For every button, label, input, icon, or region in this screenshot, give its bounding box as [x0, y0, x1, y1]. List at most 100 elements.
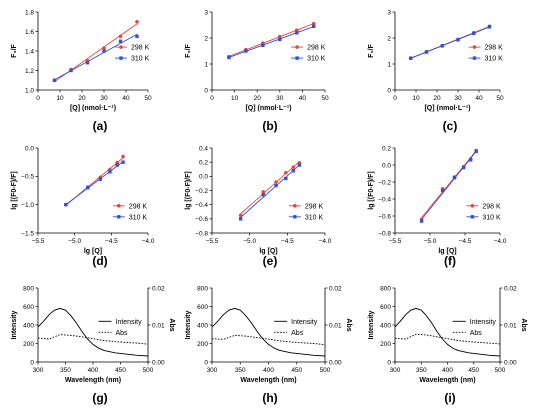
x-tick-label: −4.0 [319, 238, 332, 245]
x-axis-title: Wavelength (nm) [419, 377, 475, 384]
y-tick-label: 200 [197, 341, 208, 348]
x-tick-label: 400 [263, 367, 274, 374]
y-tick-label: 2 [204, 35, 208, 42]
x-tick-label: 10 [231, 95, 239, 102]
legend-label: 310 K [305, 214, 324, 221]
data-point-series-2 [261, 43, 265, 47]
data-point-series-2 [440, 44, 444, 48]
panel-label: (a) [93, 119, 108, 133]
y2-tick-label: 0.02 [152, 285, 165, 292]
x-tick-label: 500 [143, 367, 154, 374]
y-tick-label: −1.5 [21, 230, 34, 237]
legend-marker [472, 45, 477, 49]
x-tick-label: −5.5 [32, 238, 45, 245]
y-tick-label: 0 [204, 87, 208, 94]
y-tick-label: 200 [23, 341, 34, 348]
legend-marker [293, 215, 297, 219]
fit-line-series-1 [228, 23, 314, 57]
legend-marker [119, 56, 123, 60]
chart-panel-9: 300 350 400 450 500 0 200 400 600 800 0.00 0.01 0.02… [368, 285, 527, 405]
x-tick-label: 20 [433, 95, 441, 102]
y2-tick-label: 0.02 [504, 285, 517, 292]
legend-marker [119, 45, 123, 49]
data-point-series-1 [261, 190, 266, 194]
y-axis-title: lg [(F0-F)/F] [368, 171, 375, 210]
fit-line-series-2 [65, 161, 124, 205]
fit-line-series-2 [228, 26, 314, 58]
y-tick-label: 0.0 [382, 162, 391, 169]
x-axis-title: [Q] (nmol·L⁻¹) [70, 105, 116, 112]
y-tick-label: 0.0 [25, 145, 34, 152]
y-axis-title: lg [(F0-F)/F] [11, 171, 18, 210]
data-point-series-2 [468, 158, 473, 162]
data-point-series-2 [52, 78, 57, 82]
legend-marker [472, 56, 477, 60]
legend-label: Intensity [470, 319, 497, 326]
y-tick-label: 400 [23, 322, 34, 329]
x-tick-label: 30 [454, 95, 462, 102]
x-axis-title: Wavelength (nm) [65, 377, 121, 384]
y2-tick-label: 0.00 [152, 359, 165, 366]
x-tick-label: 350 [416, 367, 427, 374]
fit-line-series-2 [410, 26, 490, 59]
x-tick-label: 10 [412, 95, 420, 102]
legend-label: 298 K [485, 45, 504, 52]
data-point-series-1 [135, 19, 139, 24]
chart-panel-1: 0 10 20 30 40 50 1.0 1.2 1.4 1.6 1.8 [Q] (nmol·L⁻¹)… [11, 9, 152, 133]
data-point-series-2 [278, 37, 282, 41]
x-tick-label: 450 [468, 367, 479, 374]
series-line-Abs [211, 334, 326, 346]
legend-marker [293, 204, 297, 208]
data-point-series-2 [312, 24, 316, 28]
y2-axis-title: Abs [345, 318, 352, 331]
x-tick-label: 50 [144, 95, 152, 102]
panel-label: (g) [92, 391, 107, 405]
y-tick-label: −0.8 [378, 230, 391, 237]
y2-axis-title: Abs [520, 318, 527, 331]
legend-marker [470, 204, 475, 208]
chart-panel-5: −5.5 −5.0 −4.5 −4.0 −0.8 −0.6 −0.4 −0.2 0.0 0.2 0.… [185, 145, 332, 268]
y-tick-label: 0.2 [199, 159, 208, 166]
y-tick-label: 1.6 [25, 29, 34, 36]
y-tick-label: 1 [204, 61, 208, 68]
y-tick-label: 1.2 [25, 68, 34, 75]
y-tick-label: 1.4 [25, 48, 34, 55]
x-axis-title: [Q] (nmol·L⁻¹) [245, 105, 291, 112]
data-point-series-2 [474, 149, 478, 154]
x-tick-label: 500 [320, 367, 331, 374]
y-tick-label: 0.2 [382, 145, 391, 152]
x-tick-label: 40 [475, 95, 483, 102]
y-axis-title: lg [(F0-F)/F] [185, 171, 192, 210]
x-axis-title: Wavelength (nm) [240, 377, 296, 384]
data-point-series-2 [472, 31, 476, 36]
data-point-series-2 [227, 55, 231, 60]
y-tick-label: −0.6 [378, 213, 391, 220]
data-point-series-1 [118, 34, 123, 39]
chart-panel-3: 0 10 20 30 40 50 0 1 2 3 [Q] (nmol·L⁻¹) F₀/F 298 K 31… [368, 9, 504, 133]
data-point-series-1 [274, 180, 278, 184]
x-tick-label: 450 [291, 367, 302, 374]
data-point-series-2 [102, 49, 106, 53]
panel-label: (i) [444, 391, 455, 405]
data-point-series-2 [419, 219, 424, 223]
y-tick-label: 200 [380, 341, 391, 348]
series-line-Abs [37, 334, 149, 345]
x-tick-label: −5.0 [68, 238, 81, 245]
legend-label: 310 K [485, 56, 504, 63]
data-point-series-2 [261, 193, 265, 197]
x-tick-label: 20 [78, 95, 86, 102]
data-point-series-2 [115, 163, 119, 167]
y-tick-label: 800 [380, 285, 391, 292]
x-tick-label: 30 [100, 95, 108, 102]
y-tick-label: 0.0 [199, 174, 208, 181]
legend-label: 298 K [307, 45, 326, 52]
y-axis-title: F₀/F [185, 43, 192, 57]
data-point-series-1 [291, 165, 296, 169]
data-point-series-2 [461, 165, 466, 170]
chart-panel-8: 300 350 400 450 500 0 200 400 600 800 0.00 0.01 0.02… [185, 285, 352, 405]
data-point-series-2 [238, 217, 243, 221]
y-tick-label: 2 [387, 35, 391, 42]
data-point-series-1 [121, 154, 125, 159]
legend-marker [295, 56, 299, 60]
x-axis-title: lg [Q] [438, 248, 456, 255]
